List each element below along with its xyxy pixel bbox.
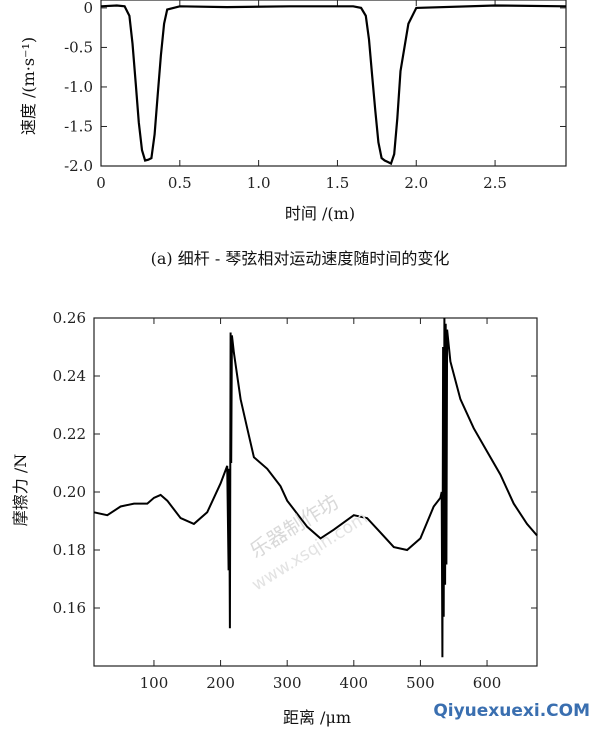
- x-tick-label: 1.0: [247, 174, 271, 192]
- x-tick-label: 2.0: [404, 174, 428, 192]
- y-tick-label: 0.22: [53, 425, 86, 443]
- y-tick-label: 0.24: [53, 367, 86, 385]
- x-tick-label: 100: [140, 674, 169, 692]
- y-tick-label: -0.5: [64, 38, 93, 56]
- y-tick-label: 0.16: [53, 599, 86, 617]
- x-tick-label: 1.5: [326, 174, 350, 192]
- y-tick-label: 0.26: [53, 309, 86, 327]
- x-tick-label: 0.5: [168, 174, 192, 192]
- x-tick-label: 2.5: [483, 174, 507, 192]
- x-tick-label: 200: [206, 674, 235, 692]
- friction-chart: 100 200 300 400 500 600 0.26 0.24 0.22 0.20 0.18 0.…: [11, 309, 538, 727]
- velocity-plot-frame: [100, 0, 567, 167]
- friction-series-line: [93, 317, 538, 658]
- velocity-chart: 0 0.5 1.0 1.5 2.0 2.5 0 -0.5 -1.0 -1.5 -2.0 速度 /(m…: [19, 0, 567, 268]
- brand-text: Qiyuexuexi.COM: [433, 701, 590, 721]
- x-tick-label: 0: [96, 174, 106, 192]
- velocity-x-axis-label: 时间 /(m): [285, 204, 355, 223]
- y-tick-label: 0.18: [53, 541, 86, 559]
- y-tick-label: 0: [83, 0, 93, 17]
- y-tick-label: 0.20: [53, 483, 86, 501]
- x-tick-label: 600: [473, 674, 502, 692]
- velocity-series-line: [100, 4, 567, 166]
- velocity-y-axis-label: 速度 /(m·s⁻¹): [19, 37, 38, 135]
- x-tick-label: 300: [273, 674, 302, 692]
- y-tick-label: -1.0: [64, 78, 93, 96]
- y-tick-label: -1.5: [64, 117, 93, 135]
- friction-y-axis-label: 摩擦力 /N: [11, 454, 30, 526]
- watermark: 乐器制作坊 www.xsqin.com: [245, 490, 371, 596]
- x-tick-label: 500: [406, 674, 435, 692]
- friction-x-axis-label: 距离 /μm: [283, 708, 351, 727]
- x-tick-label: 400: [339, 674, 368, 692]
- y-tick-label: -2.0: [64, 157, 93, 175]
- brand-logo: Qiyuexuexi.COM: [433, 701, 590, 721]
- friction-plot-frame: [93, 317, 538, 667]
- velocity-caption: (a) 细杆 - 琴弦相对运动速度随时间的变化: [151, 249, 450, 268]
